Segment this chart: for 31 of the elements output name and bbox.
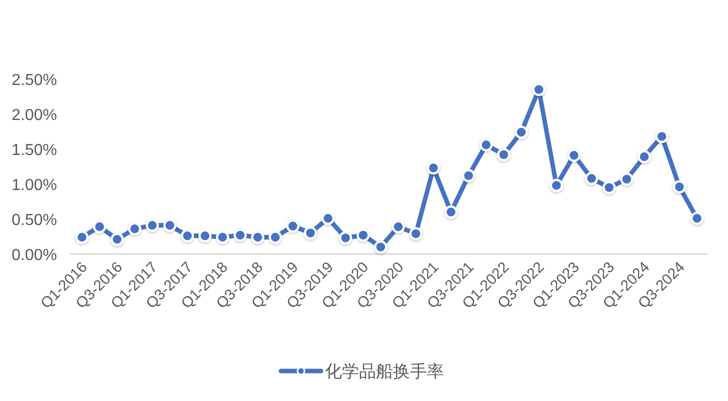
point: [409, 227, 422, 240]
point: [92, 220, 106, 234]
legend-label: 化学品船换手率: [325, 362, 444, 381]
point: [374, 240, 388, 254]
point: [462, 169, 476, 182]
point: [146, 218, 159, 232]
y-tick-label: 2.00%: [12, 107, 57, 124]
point: [321, 212, 335, 225]
point: [198, 229, 212, 242]
point: [163, 218, 176, 232]
point: [567, 148, 581, 162]
legend: 化学品船换手率: [278, 362, 444, 381]
point: [180, 229, 194, 242]
y-tick-label: 1.50%: [12, 142, 57, 159]
point: [620, 172, 634, 186]
point: [514, 126, 528, 139]
point: [110, 232, 124, 246]
y-tick-label: 1.00%: [12, 177, 57, 194]
point: [584, 172, 598, 185]
point: [268, 230, 282, 244]
point: [638, 150, 651, 164]
point: [480, 138, 493, 152]
point: [128, 222, 142, 236]
point: [338, 231, 352, 244]
point: [392, 220, 405, 234]
y-tick-label: 0.00%: [12, 247, 57, 264]
y-tick-label: 2.50%: [12, 72, 57, 89]
point: [356, 228, 370, 242]
y-tick-label: 0.50%: [12, 212, 57, 229]
point: [216, 230, 230, 244]
point: [251, 230, 264, 244]
